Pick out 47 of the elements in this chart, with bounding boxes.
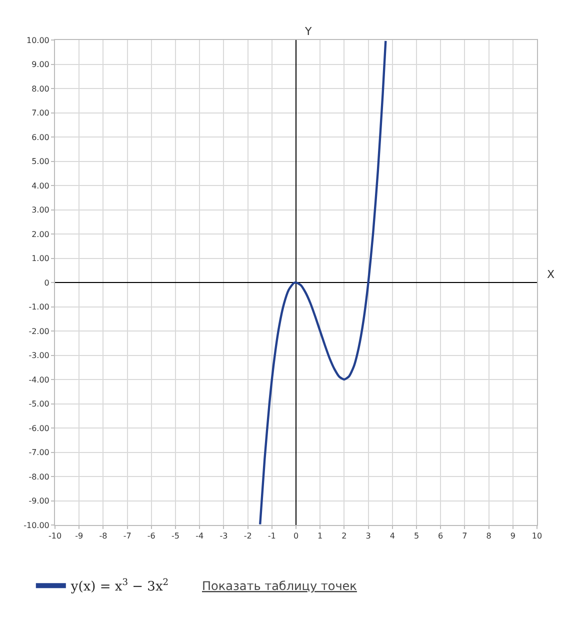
y-tick-label: -5.00 — [28, 400, 50, 409]
y-tick-label: 0 — [44, 278, 50, 288]
x-tick-label: -6 — [147, 532, 156, 541]
y-tick-label: -3.00 — [28, 351, 50, 360]
y-tick-label: -7.00 — [28, 448, 50, 458]
legend-label: y(x) = x$^{3}$ − 3x$^{2}$ — [70, 578, 169, 595]
x-tick-label: -1 — [268, 532, 276, 541]
y-tick-label: -9.00 — [28, 496, 50, 506]
x-tick-label: 9 — [510, 532, 516, 541]
y-tick-label: 4.00 — [32, 181, 50, 190]
x-tick-label: -10 — [48, 532, 62, 541]
y-tick-label: -4.00 — [28, 375, 50, 384]
x-axis-title: X — [547, 268, 555, 281]
x-tick-label: 1 — [318, 532, 323, 541]
y-tick-label: 2.00 — [32, 230, 50, 239]
y-tick-label: -6.00 — [28, 424, 50, 433]
x-tick-label: 0 — [293, 532, 299, 541]
y-tick-label: 5.00 — [32, 157, 50, 166]
x-tick-label: -3 — [220, 532, 228, 541]
x-tick-label: -7 — [123, 532, 132, 541]
y-tick-label: 9.00 — [32, 60, 50, 70]
x-tick-label: 10 — [532, 532, 542, 541]
y-tick-label: 6.00 — [32, 132, 50, 142]
y-tick-label: 10.00 — [26, 36, 50, 45]
x-tick-label: -4 — [196, 532, 204, 541]
x-tick-label: 3 — [366, 532, 371, 541]
y-tick-label: -1.00 — [28, 302, 50, 312]
text: Показать таблицу точек — [202, 579, 357, 593]
y-tick-label: 3.00 — [32, 206, 50, 215]
x-tick-label: 7 — [462, 532, 468, 541]
x-tick-label: -5 — [172, 532, 180, 541]
x-tick-label: 5 — [414, 532, 420, 541]
x-tick-label: -8 — [99, 532, 108, 541]
x-tick-label: -9 — [75, 532, 84, 541]
x-tick-label: 4 — [390, 532, 395, 541]
x-tick-label: 8 — [486, 532, 492, 541]
line-series — [258, 40, 387, 525]
x-tick-label: 6 — [438, 532, 444, 541]
y-tick-label: 7.00 — [32, 108, 50, 118]
x-tick-label: -2 — [244, 532, 252, 541]
y-axis-title: Y — [304, 25, 312, 38]
y-tick-label: -10.00 — [24, 520, 50, 530]
y-tick-label: 1.00 — [32, 254, 50, 264]
x-tick-label: 2 — [342, 532, 347, 541]
y-tick-label: 8.00 — [32, 84, 50, 94]
y-tick-label: -8.00 — [28, 472, 50, 482]
y-tick-label: -2.00 — [28, 326, 50, 336]
